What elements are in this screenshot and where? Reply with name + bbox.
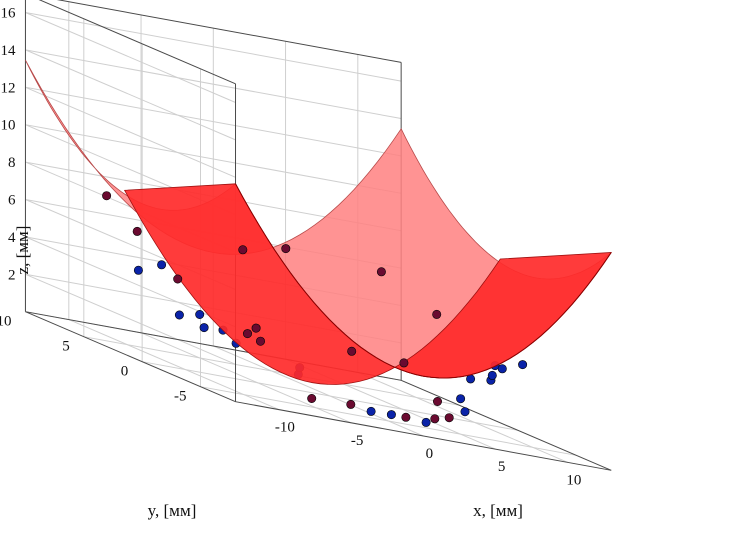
tick-labels: 2 4 6 8 10 12 14 16 -5 0 5 10 -10 -5 0 5 10: [0, 6, 581, 489]
data-point: [281, 244, 291, 254]
data-point: [401, 412, 411, 422]
data-point: [307, 393, 317, 403]
data-point: [255, 336, 265, 346]
box-edge: [235, 401, 612, 471]
data-point: [173, 274, 183, 284]
data-point: [238, 245, 248, 255]
x-tick-label: -10: [275, 420, 295, 436]
points-above-surface: [102, 191, 454, 424]
data-point: [386, 410, 396, 420]
data-point: [497, 364, 507, 374]
y-tick-label: 5: [62, 339, 70, 355]
grid-lines: [24, 0, 577, 463]
grid-line-z-left: [25, 273, 236, 365]
data-point: [399, 358, 409, 368]
surface-front-edge: [235, 183, 612, 379]
grid-line-z-back: [25, 49, 402, 120]
z-tick-label: 2: [8, 267, 16, 283]
y-tick-label: 0: [121, 364, 129, 380]
z-tick-label: 4: [8, 230, 16, 246]
box-edge: [38, 0, 236, 85]
data-point: [444, 413, 454, 423]
data-point: [174, 310, 184, 320]
data-point: [432, 309, 442, 319]
data-point: [456, 394, 466, 404]
data-point: [466, 374, 476, 384]
data-point: [430, 414, 440, 424]
data-point: [421, 417, 431, 427]
z-tick-label: 10: [1, 118, 16, 134]
data-point: [376, 267, 386, 277]
data-point: [157, 260, 167, 270]
z-axis-title: z, [мм]: [13, 226, 32, 275]
grid-line-y-floor: [83, 336, 460, 406]
data-point: [518, 360, 528, 370]
z-tick-label: 6: [8, 193, 16, 209]
x-tick-label: 10: [566, 472, 581, 488]
grid-line-z-left: [25, 86, 236, 178]
grid-line-z-left: [25, 12, 236, 103]
box-edge: [25, 311, 236, 403]
box-edge: [56, 0, 402, 63]
data-point: [133, 265, 143, 275]
y-tick-label: -5: [174, 389, 187, 405]
z-tick-label: 8: [8, 155, 16, 171]
y-axis-title: y, [мм]: [148, 501, 197, 520]
y-tick-label: 10: [0, 314, 12, 330]
data-point: [199, 323, 209, 333]
z-tick-label: 12: [1, 80, 16, 96]
data-point: [460, 407, 470, 417]
data-point: [243, 329, 253, 339]
grid-line-z-back: [25, 86, 402, 157]
data-point: [195, 309, 205, 319]
data-point: [132, 226, 142, 236]
data-point: [251, 323, 261, 333]
grid-line-y-floor: [142, 361, 518, 431]
data-point: [102, 191, 112, 201]
x-tick-label: 0: [426, 446, 434, 462]
grid-line-z-left: [25, 49, 236, 141]
data-point: [432, 396, 442, 406]
grid-line-z-back: [25, 11, 402, 82]
data-point: [487, 370, 497, 380]
data-point: [366, 406, 376, 416]
grid-line-y-floor: [200, 386, 577, 456]
x-tick-label: -5: [351, 433, 364, 449]
x-axis-title: x, [мм]: [473, 501, 523, 520]
z-tick-label: 16: [1, 6, 17, 22]
x-tick-label: 5: [498, 459, 506, 475]
z-tick-label: 14: [1, 43, 17, 59]
data-point: [346, 399, 356, 409]
box-edge: [400, 379, 612, 471]
grid-line-z-back: [25, 124, 402, 194]
data-point: [347, 346, 357, 356]
